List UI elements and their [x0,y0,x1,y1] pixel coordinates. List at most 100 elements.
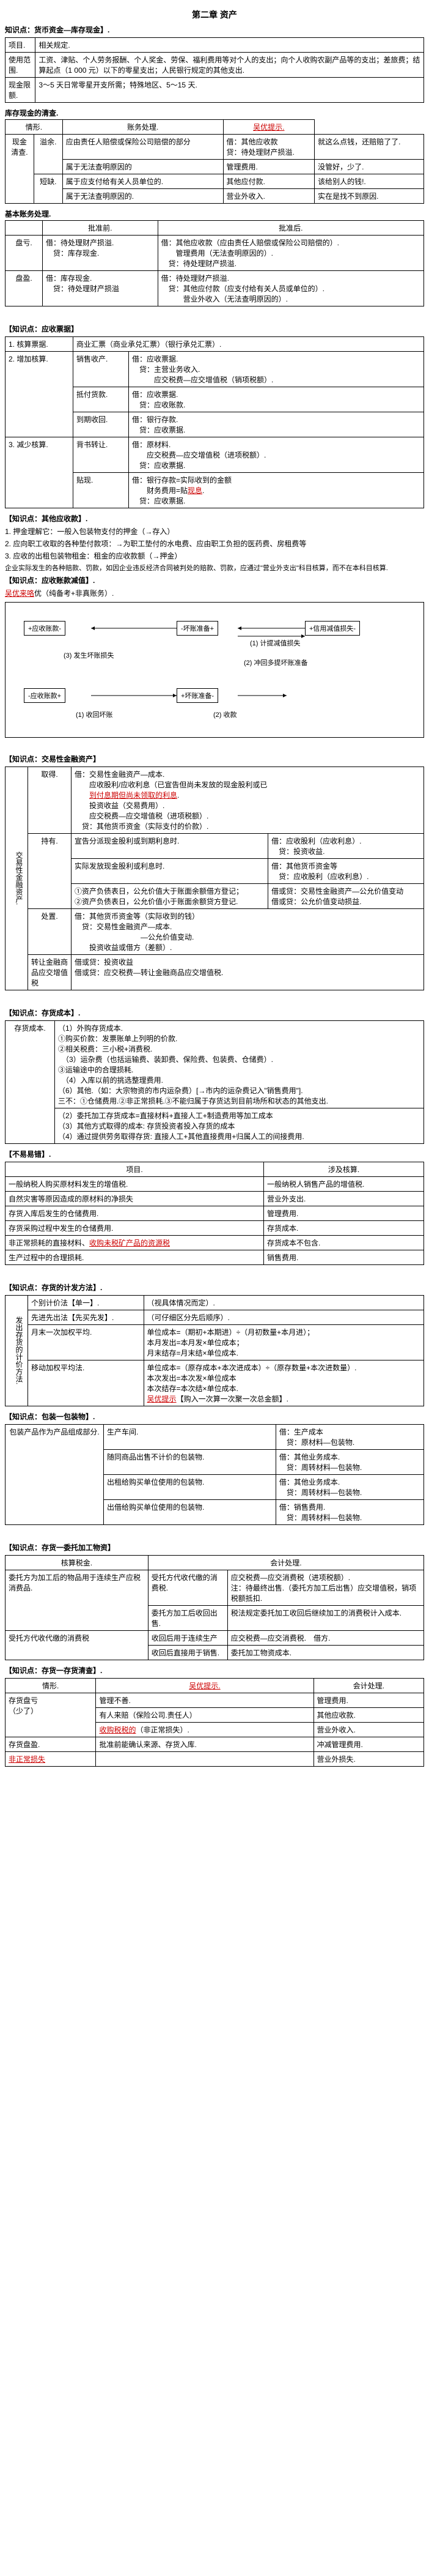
cell: 其他应付款. [223,174,315,189]
cell: 借：其他业务成本. 贷：周转材料—包装物. [276,1475,424,1500]
cell: 借：应收票据. 贷：应收账款. [129,387,424,412]
cell: 先进先出法【先买先发】. [28,1310,144,1325]
cell: 月末一次加权平均. [28,1325,144,1360]
cell: 借：其他应收款（应由责任人赔偿或保险公司赔偿的）. 管理费用（无法查明原因的）.… [158,236,424,271]
cell: 借或贷：投资收益 借或贷：应交税费—转让金融商品应交增值税. [72,955,424,990]
cell: 受托方代收代缴的消费税. [148,1570,227,1606]
cell: 借：生产成本 贷：原材料—包装物. [276,1425,424,1450]
diagram-box: +应收账款- [24,621,65,636]
cell: 借：待处理财产损溢. 贷：其他应付款（应支付给有关人员或单位的）. 营业外收入（… [158,271,424,306]
cell: 项目. [6,38,35,53]
note: 1. 押金理解它：一般入包装物支付的押金（→存入） [5,526,424,536]
cell: 3. 减少核算. [6,437,73,508]
cell: 委托方加工后收回出售. [148,1606,227,1631]
diagram-box: +信用减值损失- [305,621,360,636]
cell: 实际发放现金股利或利息时. [72,859,268,884]
cell: 受托方代收代缴的消费税 [6,1631,148,1660]
cell: 溢余. [34,135,62,174]
cell: ①资产负债表日，公允价值大于账面余额借方登记； ②资产负债表日，公允价值小于账面… [72,884,268,909]
cell: 盘亏. [6,236,43,271]
cell: 非正常损失 [6,1752,96,1767]
cell: 1. 核算票据. [6,337,73,352]
cell: 非正常损耗的直接材料、收购未税矿产品的资源税 [6,1236,264,1250]
cell: 2. 增加核算. [6,352,73,437]
cell: 现金限额. [6,78,35,103]
cell: 管理费用. [314,1693,424,1708]
cell: （视具体情况而定）. [144,1296,424,1310]
kp7-label: 【不易易错】. [5,1149,424,1159]
kp8-label: 【知识点：存货的计发方法】. [5,1282,424,1293]
cell: 存货盘亏（少了） [6,1693,96,1737]
cell: 单位成本=（期初+本期进）÷（月初数量+本月进）； 本月发出=本月发×单位成本；… [144,1325,424,1360]
cell: 背书转让. [73,437,129,473]
cell: 存货成本. [6,1021,55,1144]
cell: 贴现. [73,473,129,508]
cell: 属于无法查明原因的. [62,189,223,204]
kp1-table1: 项目.相关规定. 使用范围.工资、津贴、个人劳务报酬、个人奖金、劳保、福利费用等… [5,37,424,103]
cell: 税法规定委托加工收回后继续加工的消费税计入成本. [227,1606,424,1631]
cell: 收回后用于连续生产 [148,1631,227,1646]
cell: 一般纳税人销售产品的增值税. [264,1177,424,1192]
kp10-table: 核算税金.会计处理. 委托方为加工后的物品用于连续生产应税消费品.受托方代收代缴… [5,1555,424,1660]
kp2-label: 【知识点：应收票据】 [5,324,424,334]
cell: 收回后直接用于销售. [148,1646,227,1660]
cell: 随同商品出售不计价的包装物. [104,1450,276,1475]
kp3-label: 【知识点：其他应收款】. [5,513,424,524]
cell: 项目. [6,1162,264,1177]
cell: 借：其他应收款贷：待处理财产损溢. [223,135,315,160]
cell: 转让金融商品应交增值税 [28,955,72,990]
cell: 委托方为加工后的物品用于连续生产应税消费品. [6,1570,148,1631]
cell: 借：原材料. 应交税费—应交增值税（进项税额）. 贷：应收票据. [129,437,424,473]
kp9-label: 【知识点：包装一包装物】. [5,1411,424,1422]
kp1-label: 知识点：货币资金—库存现金】. [5,24,424,35]
kp4-diagram: +应收账款- -坏账准备+ +信用减值损失- -应收账款+ +坏账准备- (3)… [5,602,424,738]
cell: 出租给购买单位使用的包装物. [104,1475,276,1500]
kp2-table: 1. 核算票据.商业汇票（商业承兑汇票）（银行承兑汇票）. 2. 增加核算.销售… [5,336,424,508]
cell: 冲减管理费用. [314,1737,424,1752]
cell: 借：交易性金融资产—成本. 应收股利/应收利息（已宣告但尚未发放的现金股利或已 … [72,767,424,834]
cell: 存货成本不包含. [264,1236,424,1250]
cell: 实在是找不到原因. [315,189,424,204]
cell: 单位成本=（原存成本+本次进成本）÷（原存数量+本次进数量）.本次发出=本次发×… [144,1360,424,1406]
diagram-label: (1) 计提减值损失 [250,638,301,648]
cell: 生产车间. [104,1425,276,1450]
cell: 自然灾害等原因造成的原材料的净损失 [6,1192,264,1206]
note: 3. 应收的出租包装物租金：租金的应收款额（→押金） [5,551,424,561]
cell: 发出存货的计价方法. [6,1296,28,1406]
cell: 工资、津贴、个人劳务报酬、个人奖金、劳保、福利费用等对个人的支出；向个人收购农副… [35,53,424,78]
diagram-label: (2) 冲回多提坏账准备 [244,658,308,667]
cell: 销售收产. [73,352,129,387]
kp7-table: 项目.涉及核算. 一般纳税人购买原材料发生的增值税.一般纳税人销售产品的增值税.… [5,1162,424,1265]
cell: 营业外支出. [264,1192,424,1206]
cell: （1）外购存货成本. ①购买价款：发票账单上列明的价款. ②相关税费：三小税+消… [55,1021,424,1108]
cell: 到期收回. [73,412,129,437]
cell: 情形. [6,1679,96,1693]
cell: 使用范围. [6,53,35,78]
cell: 营业外损失. [314,1752,424,1767]
cell: 账务处理. [62,120,223,135]
cell: 借：应收票据. 贷：主营业务收入. 应交税费—应交增值税（销项税额）. [129,352,424,387]
kp11-label: 【知识点：存货一存货清查】. [5,1665,424,1676]
cell: 交易性金融资产. [6,767,28,990]
diagram-label: (1) 收回坏账 [76,710,113,719]
cell: 营业外收入. [314,1723,424,1737]
cell: 借：应收股利（应收利息）. 贷：投资收益. [268,834,424,859]
kp1-sub: 库存现金的清查. [5,108,424,118]
kp5-label: 【知识点：交易性金融资产】 [5,754,424,764]
cell: 销售费用. [264,1250,424,1265]
cell: 存货盘盈. [6,1737,96,1752]
cell: 管理费用. [264,1206,424,1221]
cell: 移动加权平均法. [28,1360,144,1406]
cell: 应交税费—应交消费税（进项税额）. 注：待最终出售.（委托方加工后出售）应交增值… [227,1570,424,1606]
cell: 属于应支付给有关人员单位的. [62,174,223,189]
cell: 营业外收入. [223,189,315,204]
cell: 批准后. [158,221,424,236]
cell: 取得. [28,767,72,834]
cell: 生产过程中的合理损耗. [6,1250,264,1265]
cell: 吴优提示. [223,120,315,135]
cell: 吴优提示. [96,1679,314,1693]
cell: 情形. [6,120,63,135]
cell: 商业汇票（商业承兑汇票）（银行承兑汇票）. [73,337,424,352]
cell: 该给别人的钱!. [315,174,424,189]
cell: 会计处理. [314,1679,424,1693]
